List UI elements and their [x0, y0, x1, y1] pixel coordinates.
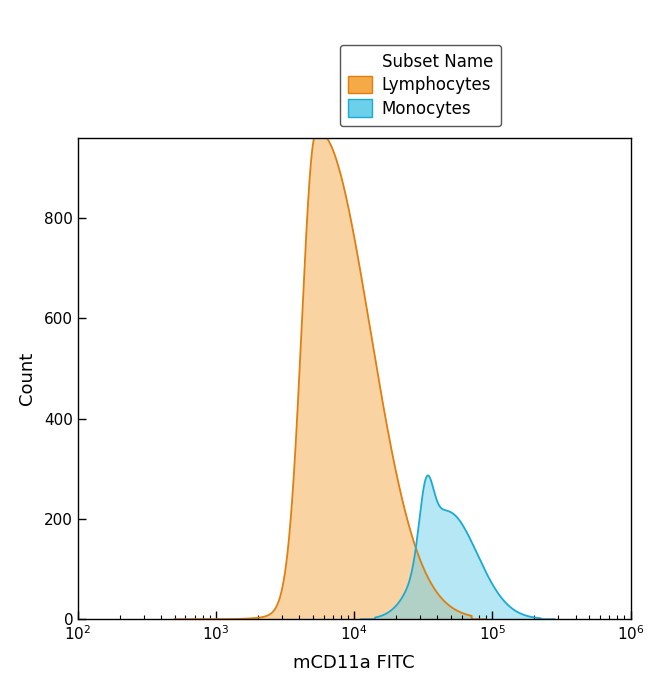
X-axis label: mCD11a FITC: mCD11a FITC	[293, 654, 415, 672]
Legend: Subset Name, Lymphocytes, Monocytes: Subset Name, Lymphocytes, Monocytes	[340, 45, 501, 126]
Y-axis label: Count: Count	[18, 352, 36, 405]
